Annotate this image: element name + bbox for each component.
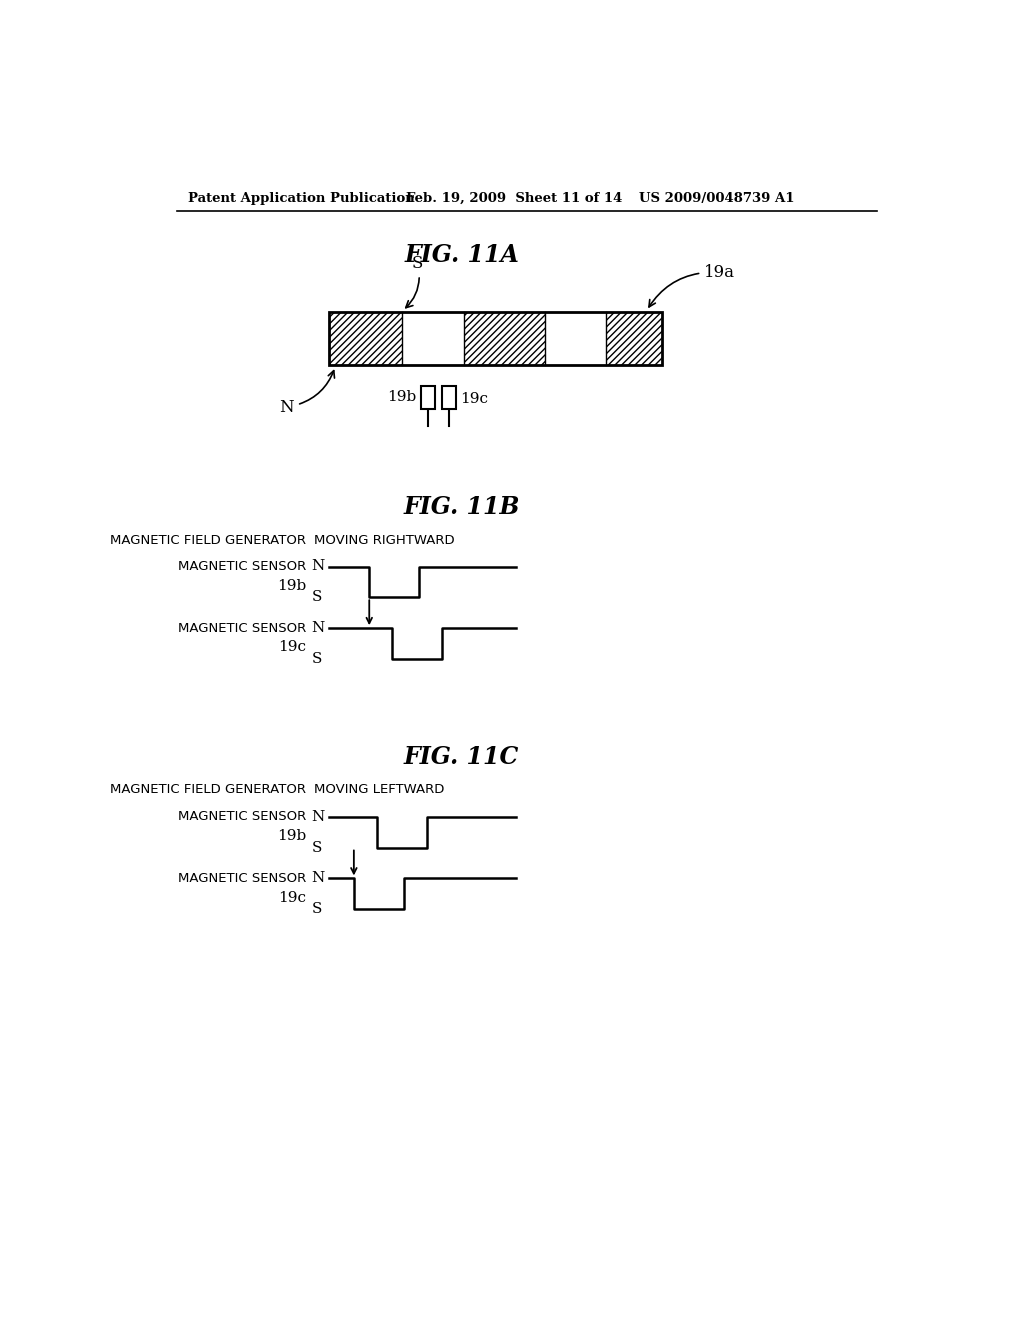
Text: S: S: [311, 841, 322, 854]
Text: MAGNETIC SENSOR: MAGNETIC SENSOR: [178, 560, 306, 573]
Text: S: S: [311, 590, 322, 605]
Text: Feb. 19, 2009  Sheet 11 of 14: Feb. 19, 2009 Sheet 11 of 14: [407, 191, 623, 205]
Text: S: S: [311, 902, 322, 916]
Bar: [421, 385, 435, 409]
Text: 19b: 19b: [276, 578, 306, 593]
Text: N: N: [311, 622, 325, 635]
Bar: [464, 313, 545, 364]
Text: 19b: 19b: [387, 391, 416, 404]
Bar: [330, 313, 402, 364]
Text: US 2009/0048739 A1: US 2009/0048739 A1: [639, 191, 795, 205]
Bar: [606, 313, 662, 364]
Text: N: N: [280, 371, 335, 416]
Text: MAGNETIC FIELD GENERATOR: MAGNETIC FIELD GENERATOR: [111, 783, 306, 796]
Text: N: N: [311, 871, 325, 886]
Text: N: N: [311, 560, 325, 573]
Text: 19b: 19b: [276, 829, 306, 843]
Text: N: N: [311, 809, 325, 824]
Text: FIG. 11A: FIG. 11A: [404, 243, 519, 267]
Bar: [442, 385, 457, 409]
Text: MAGNETIC FIELD GENERATOR: MAGNETIC FIELD GENERATOR: [111, 533, 306, 546]
Text: 19c: 19c: [279, 891, 306, 904]
Text: MAGNETIC SENSOR: MAGNETIC SENSOR: [178, 871, 306, 884]
Text: MAGNETIC SENSOR: MAGNETIC SENSOR: [178, 622, 306, 635]
Text: 19c: 19c: [279, 640, 306, 655]
Text: Patent Application Publication: Patent Application Publication: [188, 191, 415, 205]
Bar: [330, 313, 662, 364]
Text: MOVING RIGHTWARD: MOVING RIGHTWARD: [313, 533, 455, 546]
Text: FIG. 11C: FIG. 11C: [404, 746, 519, 770]
Text: FIG. 11B: FIG. 11B: [403, 495, 520, 519]
Text: S: S: [406, 255, 424, 308]
Text: 19a: 19a: [649, 264, 735, 308]
Bar: [330, 313, 662, 364]
Text: 19c: 19c: [460, 392, 488, 405]
Text: S: S: [311, 652, 322, 665]
Text: MOVING LEFTWARD: MOVING LEFTWARD: [313, 783, 444, 796]
Text: MAGNETIC SENSOR: MAGNETIC SENSOR: [178, 810, 306, 824]
